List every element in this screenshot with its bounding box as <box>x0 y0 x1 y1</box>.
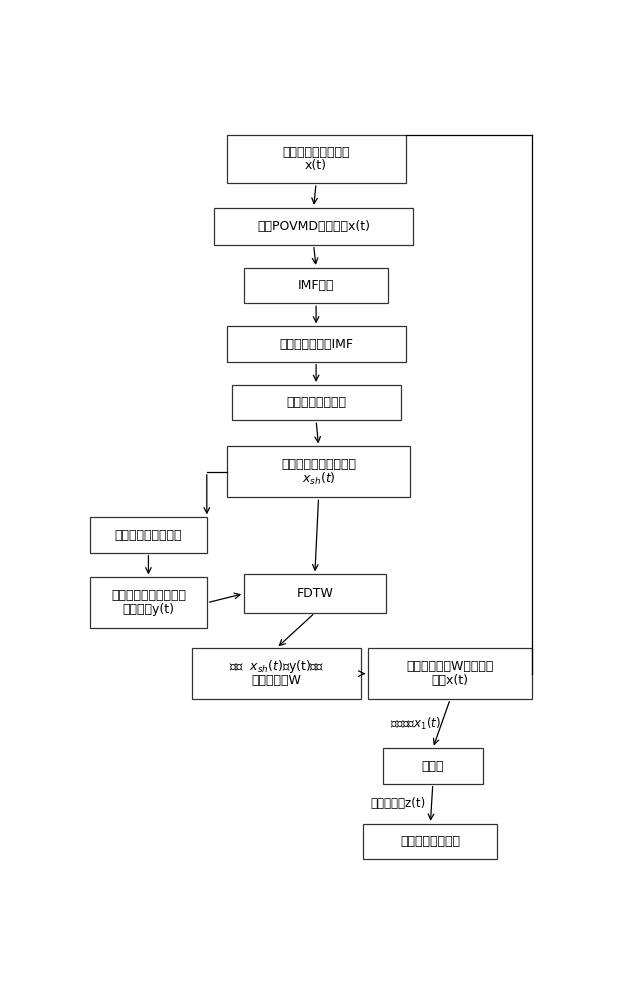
Bar <box>90 577 207 628</box>
Text: 归一化所选择的IMF: 归一化所选择的IMF <box>279 338 353 351</box>
Text: 信号x(t): 信号x(t) <box>432 674 469 687</box>
Text: x(t): x(t) <box>305 159 327 172</box>
Text: FDTW: FDTW <box>296 587 333 600</box>
Text: 的扶曲路径W: 的扶曲路径W <box>251 674 301 687</box>
Text: 基于扶曲路径W扶曲振动: 基于扶曲路径W扶曲振动 <box>406 660 494 673</box>
Text: 得到  $x_{sh}(t)$和y(t)之间: 得到 $x_{sh}(t)$和y(t)之间 <box>229 658 324 675</box>
Text: 构建定转速下太阳轮轴: 构建定转速下太阳轮轴 <box>111 589 186 602</box>
Bar <box>214 208 413 245</box>
Bar <box>227 326 406 362</box>
Text: 扶曲信号$x_1(t)$: 扶曲信号$x_1(t)$ <box>390 716 441 732</box>
Text: 构建太阳轮轴振动信号: 构建太阳轮轴振动信号 <box>281 458 356 471</box>
Text: IMF选择: IMF选择 <box>298 279 335 292</box>
Text: 时变转速下振动信号: 时变转速下振动信号 <box>282 146 350 159</box>
Bar <box>227 446 410 497</box>
Text: 重采样信号z(t): 重采样信号z(t) <box>370 797 426 810</box>
Bar <box>244 574 386 613</box>
Bar <box>227 135 406 183</box>
Bar <box>231 385 401 420</box>
Text: 振动信号y(t): 振动信号y(t) <box>122 603 174 616</box>
Bar <box>363 824 497 859</box>
Bar <box>368 648 532 699</box>
Bar <box>192 648 361 699</box>
Bar <box>90 517 207 553</box>
Text: 阶次谱和故障诊断: 阶次谱和故障诊断 <box>401 835 460 848</box>
Text: 使用POVMD分解信号x(t): 使用POVMD分解信号x(t) <box>257 220 370 233</box>
Text: 估计定转速下的速度: 估计定转速下的速度 <box>115 529 182 542</box>
Text: 重采样: 重采样 <box>422 760 444 773</box>
Text: $x_{sh}(t)$: $x_{sh}(t)$ <box>302 471 335 487</box>
Bar <box>244 268 388 303</box>
Bar <box>383 748 483 784</box>
Text: 估计太阳轮轴转速: 估计太阳轮轴转速 <box>286 396 346 409</box>
